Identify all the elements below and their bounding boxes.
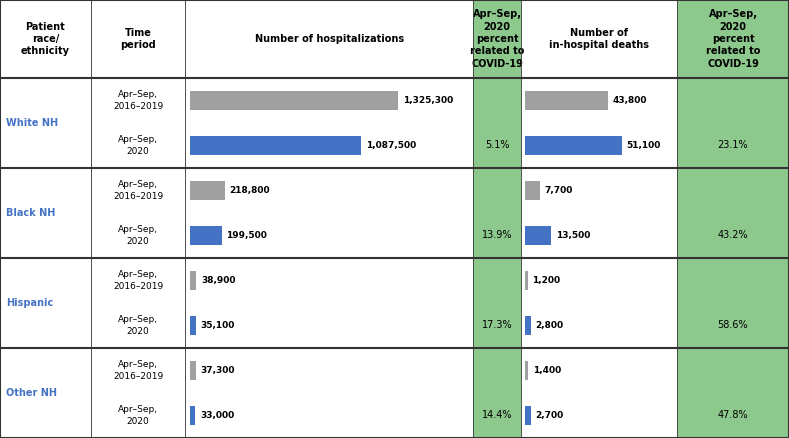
Text: Hispanic: Hispanic [6,298,54,308]
Text: 23.1%: 23.1% [718,141,748,151]
Text: 38,900: 38,900 [201,276,235,285]
Text: 199,500: 199,500 [226,231,267,240]
Bar [190,226,222,245]
Bar [525,406,530,425]
Text: 51,100: 51,100 [626,141,661,150]
Bar [473,168,521,258]
Text: Patient
race/
ethnicity: Patient race/ ethnicity [21,21,70,57]
Text: 43,800: 43,800 [613,96,647,105]
Text: 33,000: 33,000 [200,411,234,420]
Text: 1,400: 1,400 [533,366,561,375]
Text: Apr–Sep,
2020
percent
related to
COVID-19: Apr–Sep, 2020 percent related to COVID-1… [470,9,524,69]
Text: 14.4%: 14.4% [482,410,512,420]
Text: Time
period: Time period [120,28,156,50]
Text: 43.2%: 43.2% [718,230,748,240]
Text: Apr–Sep,
2020: Apr–Sep, 2020 [118,135,158,155]
Text: 7,700: 7,700 [544,186,573,195]
Bar [190,271,196,290]
Text: 37,300: 37,300 [200,366,235,375]
Text: Apr–Sep,
2020: Apr–Sep, 2020 [118,226,158,246]
Text: 58.6%: 58.6% [718,321,748,331]
Bar [525,271,528,290]
Text: 17.3%: 17.3% [482,321,512,331]
Text: Apr–Sep,
2016–2019: Apr–Sep, 2016–2019 [113,360,163,381]
Text: Number of
in-hospital deaths: Number of in-hospital deaths [549,28,649,50]
Bar [677,0,789,78]
Bar [190,136,361,155]
Text: 1,325,300: 1,325,300 [403,96,454,105]
Bar [473,258,521,348]
Bar [677,78,789,168]
Text: Apr–Sep,
2016–2019: Apr–Sep, 2016–2019 [113,180,163,201]
Bar [190,91,398,110]
Text: 47.8%: 47.8% [718,410,748,420]
Bar [525,180,540,200]
Text: 13,500: 13,500 [555,231,590,240]
Text: Apr–Sep,
2020: Apr–Sep, 2020 [118,315,158,336]
Text: Apr–Sep,
2016–2019: Apr–Sep, 2016–2019 [113,270,163,290]
Text: White NH: White NH [6,118,58,128]
Text: 13.9%: 13.9% [482,230,512,240]
Bar [677,168,789,258]
Text: Apr–Sep,
2016–2019: Apr–Sep, 2016–2019 [113,90,163,110]
Text: 1,200: 1,200 [533,276,561,285]
Text: 218,800: 218,800 [230,186,270,195]
Bar [473,78,521,168]
Text: 2,700: 2,700 [535,411,563,420]
Text: Apr–Sep,
2020
percent
related to
COVID-19: Apr–Sep, 2020 percent related to COVID-1… [706,9,760,69]
Text: Number of hospitalizations: Number of hospitalizations [255,34,404,44]
Bar [525,91,608,110]
Bar [525,360,528,380]
Bar [525,316,531,336]
Bar [190,406,196,425]
Text: 2,800: 2,800 [536,321,563,330]
Bar [190,316,196,336]
Bar [677,258,789,348]
Bar [473,348,521,438]
Text: 1,087,500: 1,087,500 [366,141,416,150]
Text: 5.1%: 5.1% [484,141,510,151]
Bar [677,348,789,438]
Text: Apr–Sep,
2020: Apr–Sep, 2020 [118,406,158,426]
Text: Other NH: Other NH [6,388,58,398]
Bar [190,180,225,200]
Bar [525,136,622,155]
Text: Black NH: Black NH [6,208,56,218]
Bar [473,0,521,78]
Text: 35,100: 35,100 [200,321,235,330]
Bar [0,0,789,78]
Bar [190,360,196,380]
Bar [525,226,551,245]
